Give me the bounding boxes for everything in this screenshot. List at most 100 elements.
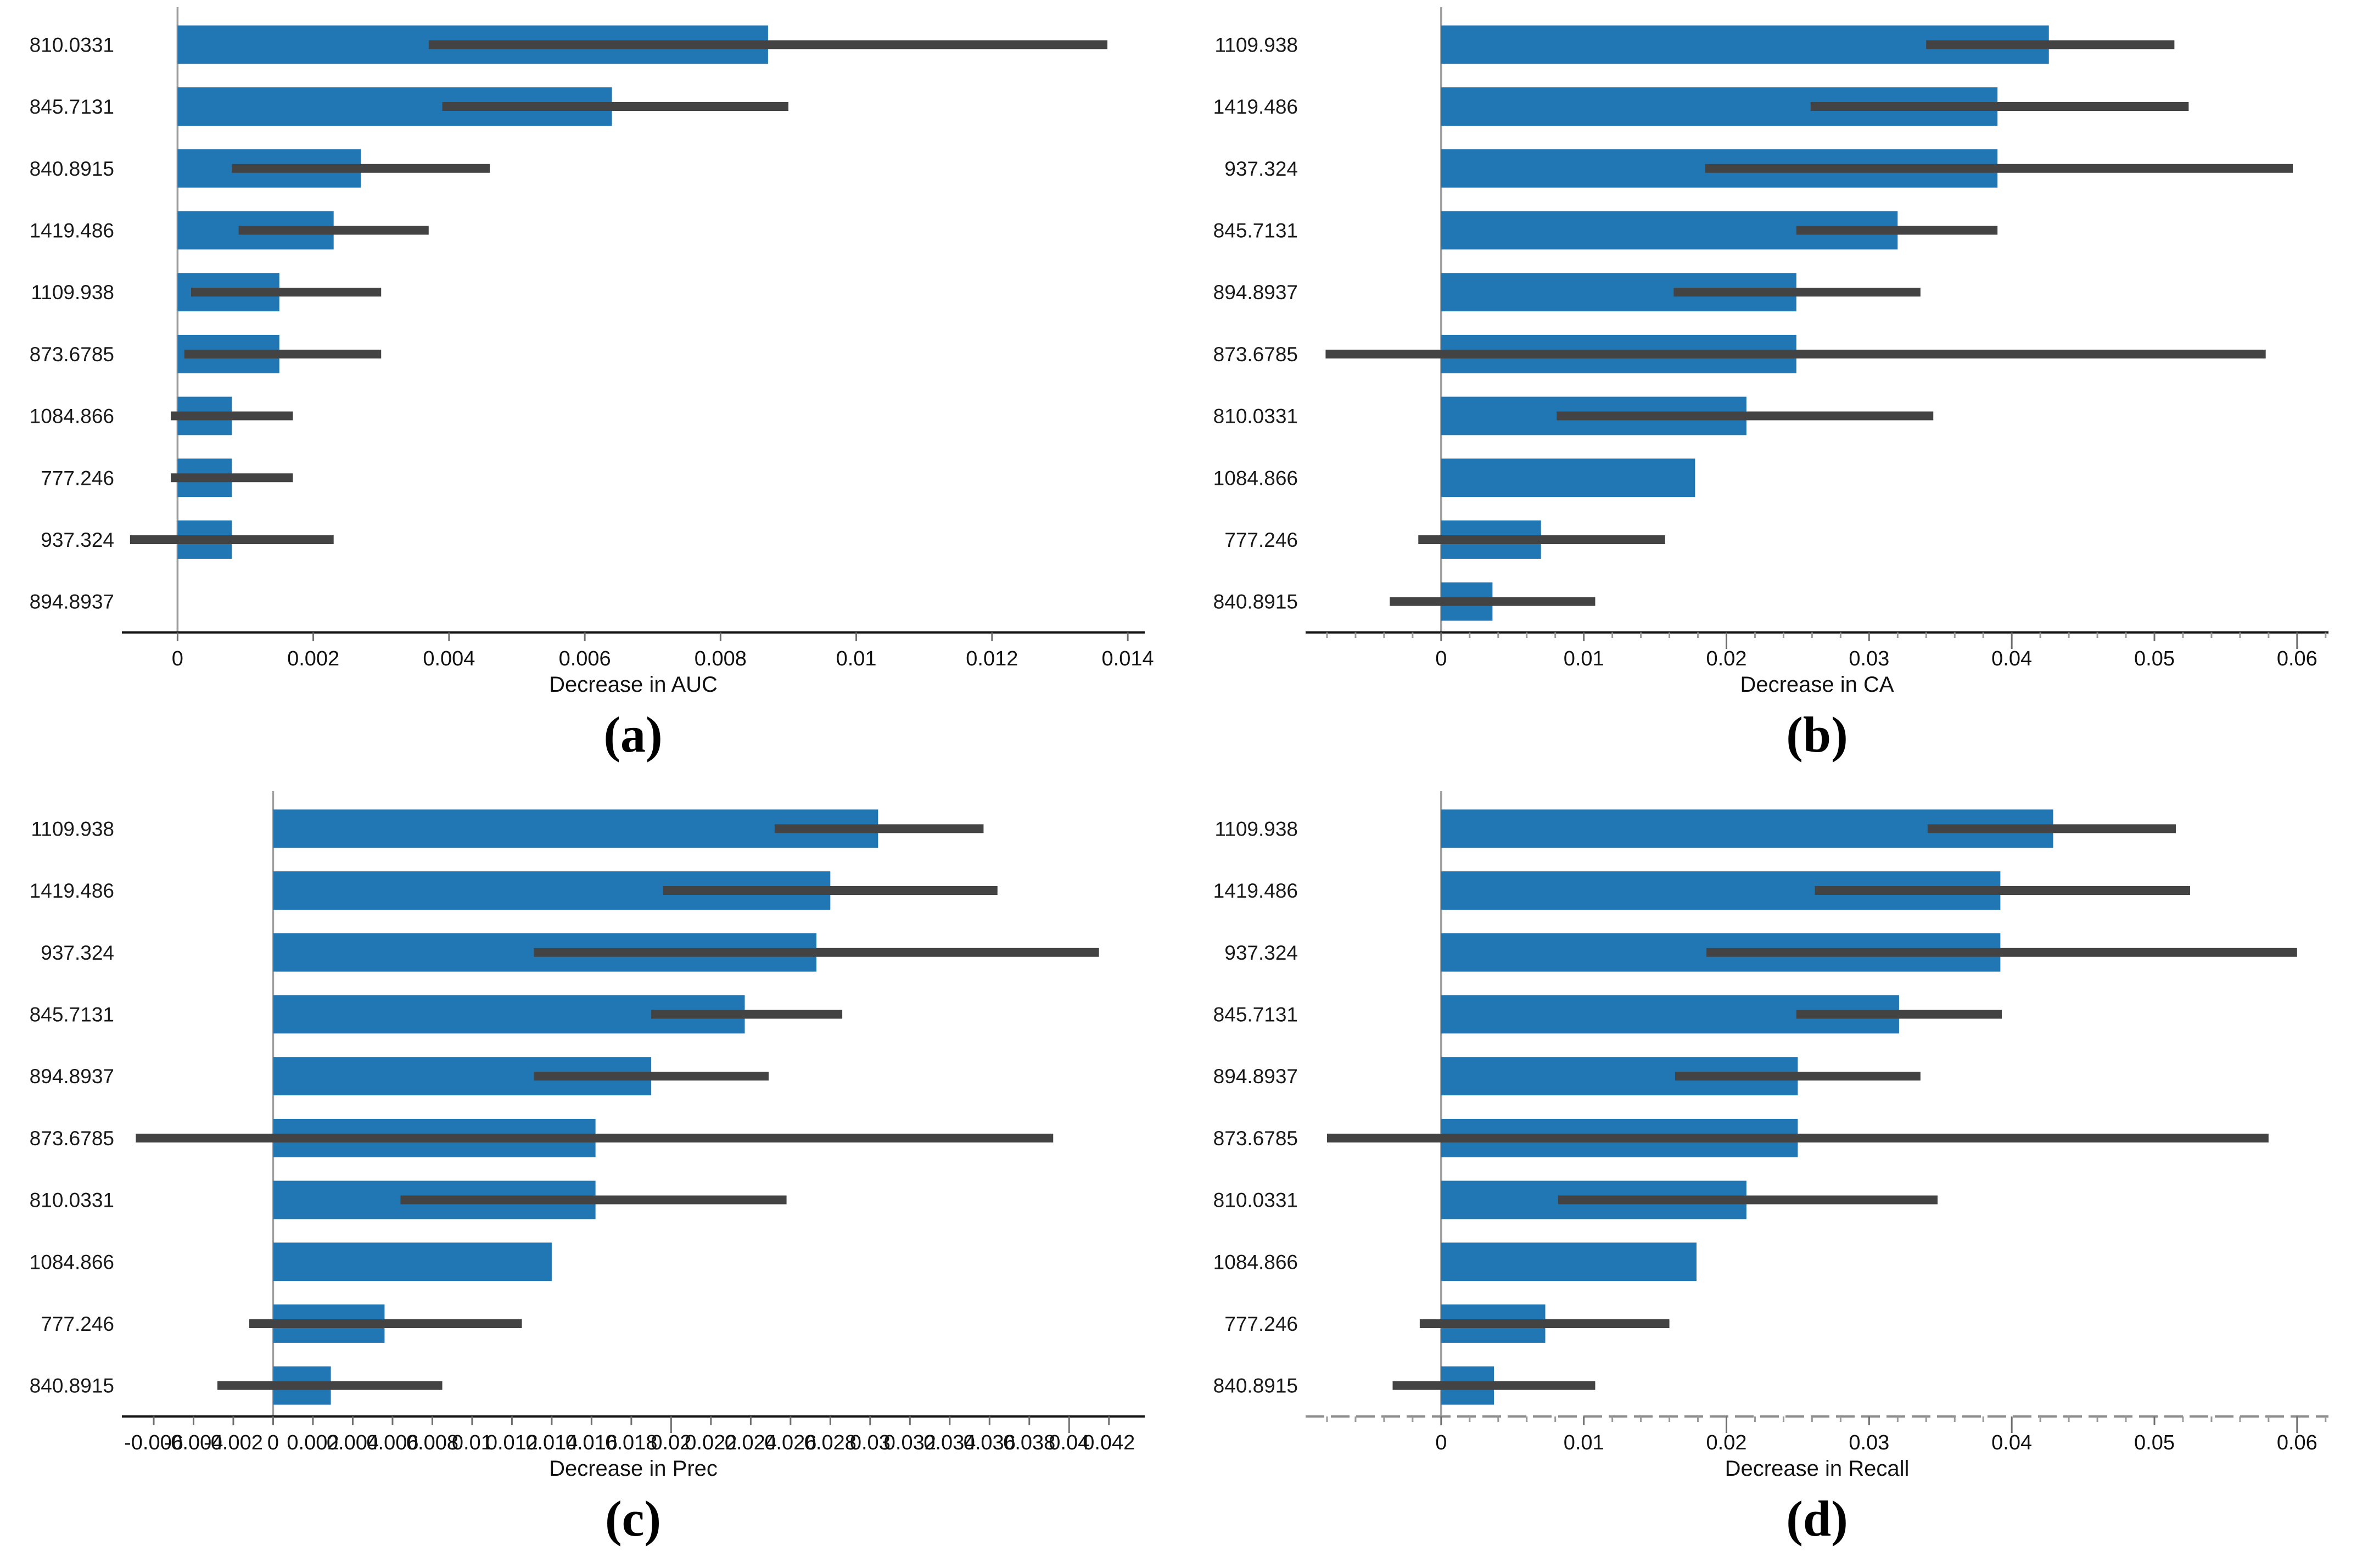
x-tick-label: 0.014 xyxy=(1102,647,1154,670)
x-tick-label: 0 xyxy=(1435,647,1447,670)
category-label: 1084.866 xyxy=(30,1251,114,1273)
category-label: 1419.486 xyxy=(1213,96,1298,118)
x-tick-label: -0.006 xyxy=(124,1431,183,1454)
category-label: 845.7131 xyxy=(1213,219,1298,242)
x-tick-label: 0.022 xyxy=(685,1431,737,1454)
category-label: 777.246 xyxy=(41,1313,114,1335)
x-tick-label: 0.01 xyxy=(836,647,877,670)
x-tick-label: 0.04 xyxy=(1049,1431,1089,1454)
category-label: 937.324 xyxy=(41,942,114,964)
category-label: 1109.938 xyxy=(1214,817,1298,840)
x-tick-label: 0.03 xyxy=(850,1431,891,1454)
chart-decrease-in-recall: 1109.938 1419.486 937.324 845.7131 894.8937 8… xyxy=(1184,784,2367,1480)
category-label: 840.8915 xyxy=(1213,591,1298,613)
x-tick-label: -0.002 xyxy=(204,1431,263,1454)
category-label: 840.8915 xyxy=(1213,1375,1298,1397)
x-tick-label: 0.004 xyxy=(327,1431,379,1454)
x-tick-label: -0.004 xyxy=(164,1431,223,1454)
chart-svg-b: 1109.938 1419.486 937.324 845.7131 894.8937 8… xyxy=(1213,7,2328,696)
x-tick-label: 0.06 xyxy=(2277,1431,2317,1454)
bar xyxy=(1441,458,1695,497)
x-tick-label: 0.02 xyxy=(1706,1431,1747,1454)
panel-b: 1109.938 1419.486 937.324 845.7131 894.8937 8… xyxy=(1184,0,2368,784)
x-tick-label: 0.018 xyxy=(605,1431,657,1454)
category-label: 840.8915 xyxy=(30,1375,114,1397)
category-label: 937.324 xyxy=(1224,942,1298,964)
x-axis-title: Decrease in Recall xyxy=(1725,1457,1910,1480)
chart-svg-c: 1109.938 1419.486 937.324 845.7131 894.8937 8… xyxy=(30,791,1145,1480)
category-label: 1084.866 xyxy=(1213,1251,1298,1273)
x-tick-label: 0.042 xyxy=(1083,1431,1135,1454)
category-label: 873.6785 xyxy=(30,343,114,366)
category-label: 777.246 xyxy=(41,467,114,489)
category-label: 937.324 xyxy=(1224,158,1298,180)
category-label: 1109.938 xyxy=(31,817,114,840)
x-tick-label: 0.032 xyxy=(884,1431,936,1454)
x-tick-label: 0.06 xyxy=(2277,647,2317,670)
category-label: 873.6785 xyxy=(1213,1127,1298,1150)
x-tick-label: 0.034 xyxy=(923,1431,976,1454)
x-tick-label: 0.01 xyxy=(1564,647,1604,670)
x-tick-label: 0.026 xyxy=(764,1431,816,1454)
x-tick-label: 0.006 xyxy=(559,647,611,670)
chart-decrease-in-prec: 1109.938 1419.486 937.324 845.7131 894.8937 8… xyxy=(0,784,1184,1480)
category-label: 873.6785 xyxy=(1213,343,1298,366)
x-tick-label: 0.038 xyxy=(1003,1431,1055,1454)
x-tick-label: 0 xyxy=(267,1431,279,1454)
x-tick-label: 0.002 xyxy=(287,1431,339,1454)
category-label: 1109.938 xyxy=(31,281,114,304)
bar xyxy=(1441,1242,1697,1281)
category-label: 845.7131 xyxy=(1213,1003,1298,1026)
x-tick-label: 0.006 xyxy=(366,1431,418,1454)
x-tick-label: 0.04 xyxy=(1991,647,2032,670)
category-label: 873.6785 xyxy=(30,1127,114,1150)
category-label: 1419.486 xyxy=(30,880,114,902)
x-tick-label: 0.036 xyxy=(964,1431,1016,1454)
category-label: 894.8937 xyxy=(1213,281,1298,304)
panel-d: 1109.938 1419.486 937.324 845.7131 894.8937 8… xyxy=(1184,784,2368,1568)
caption-d: (d) xyxy=(1786,1491,1848,1547)
x-tick-label: 0.002 xyxy=(287,647,339,670)
x-tick-label: 0.04 xyxy=(1991,1431,2032,1454)
category-label: 810.0331 xyxy=(1213,405,1298,428)
x-tick-label: 0.024 xyxy=(725,1431,777,1454)
x-tick-label: 0.01 xyxy=(452,1431,492,1454)
category-label: 845.7131 xyxy=(30,1003,114,1026)
category-label: 810.0331 xyxy=(30,1189,114,1212)
category-label: 1419.486 xyxy=(1213,880,1298,902)
category-label: 777.246 xyxy=(1224,529,1298,551)
panel-a: 810.0331 845.7131 840.8915 1419.486 1109.938… xyxy=(0,0,1184,784)
category-label: 937.324 xyxy=(41,529,114,551)
x-axis-title: Decrease in AUC xyxy=(549,673,718,696)
category-label: 1109.938 xyxy=(1214,33,1298,56)
category-label: 845.7131 xyxy=(30,96,114,118)
category-label: 894.8937 xyxy=(30,591,114,613)
panel-c: 1109.938 1419.486 937.324 845.7131 894.8937 8… xyxy=(0,784,1184,1568)
x-tick-label: 0.02 xyxy=(1706,647,1747,670)
x-axis-title: Decrease in Prec xyxy=(549,1457,718,1480)
x-tick-label: 0 xyxy=(172,647,183,670)
caption-b: (b) xyxy=(1786,707,1848,763)
category-label: 810.0331 xyxy=(30,33,114,56)
chart-svg-d: 1109.938 1419.486 937.324 845.7131 894.8937 8… xyxy=(1213,791,2328,1480)
x-axis-title: Decrease in CA xyxy=(1740,673,1894,696)
x-tick-label: 0 xyxy=(1435,1431,1447,1454)
category-label: 894.8937 xyxy=(30,1065,114,1088)
x-tick-label: 0.008 xyxy=(406,1431,458,1454)
chart-svg-a: 810.0331 845.7131 840.8915 1419.486 1109.938… xyxy=(30,7,1154,696)
x-tick-label: 0.05 xyxy=(2134,647,2175,670)
x-tick-label: 0.01 xyxy=(1564,1431,1604,1454)
chart-decrease-in-auc: 810.0331 845.7131 840.8915 1419.486 1109.938… xyxy=(0,0,1184,696)
x-tick-label: 0.014 xyxy=(525,1431,578,1454)
category-label: 1419.486 xyxy=(30,219,114,242)
x-tick-label: 0.05 xyxy=(2134,1431,2175,1454)
category-label: 894.8937 xyxy=(1213,1065,1298,1088)
bar xyxy=(273,1242,552,1281)
x-tick-label: 0.016 xyxy=(566,1431,618,1454)
category-label: 1084.866 xyxy=(30,405,114,428)
x-tick-label: 0.028 xyxy=(804,1431,856,1454)
x-tick-label: 0.012 xyxy=(966,647,1018,670)
chart-decrease-in-ca: 1109.938 1419.486 937.324 845.7131 894.8937 8… xyxy=(1184,0,2367,696)
category-label: 1084.866 xyxy=(1213,467,1298,489)
